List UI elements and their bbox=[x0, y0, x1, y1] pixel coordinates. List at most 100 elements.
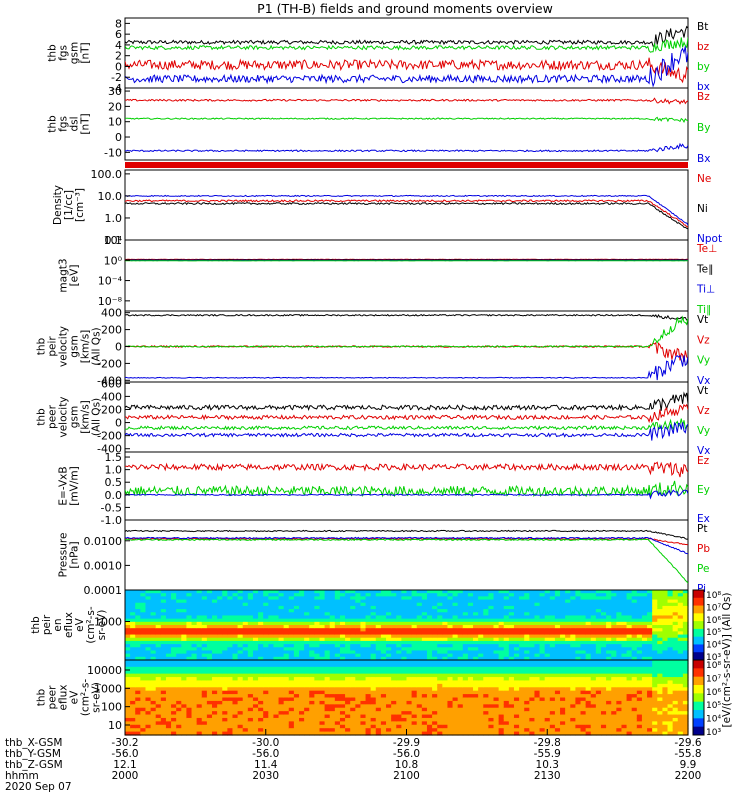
spectrogram-cell bbox=[417, 725, 423, 729]
spectrogram-cell bbox=[560, 680, 566, 684]
spectrogram-cell bbox=[529, 663, 535, 667]
spectrogram-cell bbox=[417, 701, 423, 705]
spectrogram-cell bbox=[232, 667, 238, 671]
spectrogram-cell bbox=[350, 711, 356, 715]
spectrogram-cell bbox=[396, 718, 402, 722]
spectrogram-cell bbox=[156, 684, 162, 688]
spectrogram-cell bbox=[319, 663, 325, 667]
spectrogram-cell bbox=[442, 721, 448, 725]
spectrogram-cell bbox=[279, 701, 285, 705]
spectrogram-cell bbox=[340, 694, 346, 698]
spectrogram-cell bbox=[314, 674, 320, 678]
spectrogram-cell bbox=[197, 663, 203, 667]
spectrogram-cell bbox=[407, 698, 413, 702]
spectrogram-cell bbox=[345, 711, 351, 715]
spectrogram-cell bbox=[463, 721, 469, 725]
spectrogram-cell bbox=[432, 691, 438, 695]
colorbar-segment bbox=[693, 629, 704, 637]
spectrogram-cell bbox=[621, 718, 627, 722]
spectrogram-cell bbox=[412, 728, 418, 732]
spectrogram-cell bbox=[304, 674, 310, 678]
spectrogram-cell bbox=[632, 663, 638, 667]
spectrogram-cell bbox=[171, 708, 177, 712]
spectrogram-cell bbox=[171, 663, 177, 667]
colorbar-tick-label: 10⁵ bbox=[706, 628, 721, 638]
colorbar-tick-label: 10⁷ bbox=[706, 603, 721, 613]
spectrogram-cell bbox=[366, 691, 372, 695]
spectrogram-cell bbox=[248, 670, 254, 674]
spectrogram-cell bbox=[534, 687, 540, 691]
spectrogram-cell bbox=[499, 674, 505, 678]
spectrogram-cell bbox=[371, 711, 377, 715]
spectrogram-cell bbox=[325, 701, 331, 705]
spectrogram-cell bbox=[509, 698, 515, 702]
spectrogram-cell bbox=[156, 728, 162, 732]
spectrogram-cell bbox=[407, 691, 413, 695]
spectrogram-cell bbox=[212, 701, 218, 705]
spectrogram-cell bbox=[273, 725, 279, 729]
spectrogram-cell bbox=[238, 684, 244, 688]
spectrogram-cell bbox=[401, 711, 407, 715]
spectrogram-cell bbox=[611, 704, 617, 708]
spectrogram-cell bbox=[319, 687, 325, 691]
spectrogram-cell bbox=[504, 660, 510, 664]
spectrogram-cell bbox=[186, 680, 192, 684]
spectrogram-cell bbox=[386, 670, 392, 674]
spectrogram-cell bbox=[243, 721, 249, 725]
spectrogram-cell bbox=[279, 680, 285, 684]
spectrogram-cell bbox=[396, 708, 402, 712]
spectrogram-cell bbox=[632, 684, 638, 688]
y-tick-label: 10⁰ bbox=[104, 254, 123, 267]
spectrogram-cell bbox=[192, 660, 198, 664]
spectrogram-cell bbox=[504, 704, 510, 708]
spectrogram-cell bbox=[407, 670, 413, 674]
y-axis-label-line: [nT] bbox=[80, 42, 92, 63]
spectrogram-cell bbox=[258, 708, 264, 712]
spectrogram-cell bbox=[483, 663, 489, 667]
panel-frame bbox=[125, 240, 688, 311]
spectrogram-cell bbox=[284, 670, 290, 674]
spectrogram-cell bbox=[499, 663, 505, 667]
spectrogram-cell bbox=[494, 698, 500, 702]
spectrogram-cell bbox=[151, 725, 157, 729]
spectrogram-cell bbox=[483, 718, 489, 722]
spectrogram-cell bbox=[668, 708, 674, 712]
spectrogram-cell bbox=[355, 704, 361, 708]
spectrogram-cell bbox=[468, 728, 474, 732]
spectrogram-cell bbox=[197, 687, 203, 691]
spectrogram-cell bbox=[478, 667, 484, 671]
spectrogram-cell bbox=[509, 691, 515, 695]
spectrogram-cell bbox=[145, 721, 151, 725]
spectrogram-cell bbox=[345, 670, 351, 674]
spectrogram-cell bbox=[217, 691, 223, 695]
spectrogram-cell bbox=[294, 725, 300, 729]
spectrogram-cell bbox=[458, 728, 464, 732]
spectrogram-cell bbox=[601, 708, 607, 712]
spectrogram-cell bbox=[330, 684, 336, 688]
spectrogram-cell bbox=[596, 708, 602, 712]
spectrogram-cell bbox=[401, 680, 407, 684]
spectrogram-cell bbox=[401, 718, 407, 722]
spectrogram-cell bbox=[355, 674, 361, 678]
spectrogram-cell bbox=[335, 711, 341, 715]
spectrogram-cell bbox=[238, 725, 244, 729]
spectrogram-cell bbox=[335, 680, 341, 684]
spectrogram-cell bbox=[330, 704, 336, 708]
spectrogram-cell bbox=[238, 687, 244, 691]
spectrogram-cell bbox=[243, 718, 249, 722]
spectrogram-cell bbox=[197, 698, 203, 702]
spectrogram-cell bbox=[499, 701, 505, 705]
spectrogram-cell bbox=[232, 680, 238, 684]
spectrogram-cell bbox=[258, 718, 264, 722]
spectrogram-cell bbox=[591, 670, 597, 674]
spectrogram-cell bbox=[325, 680, 331, 684]
spectrogram-cell bbox=[657, 680, 663, 684]
spectrogram-cell bbox=[499, 684, 505, 688]
spectrogram-cell bbox=[335, 701, 341, 705]
spectrogram-cell bbox=[550, 708, 556, 712]
spectrogram-cell bbox=[621, 711, 627, 715]
spectrogram-cell bbox=[243, 687, 249, 691]
spectrogram-cell bbox=[227, 680, 233, 684]
y-axis-label-line: [cm⁻³] bbox=[74, 188, 86, 222]
spectrogram-cell bbox=[243, 711, 249, 715]
